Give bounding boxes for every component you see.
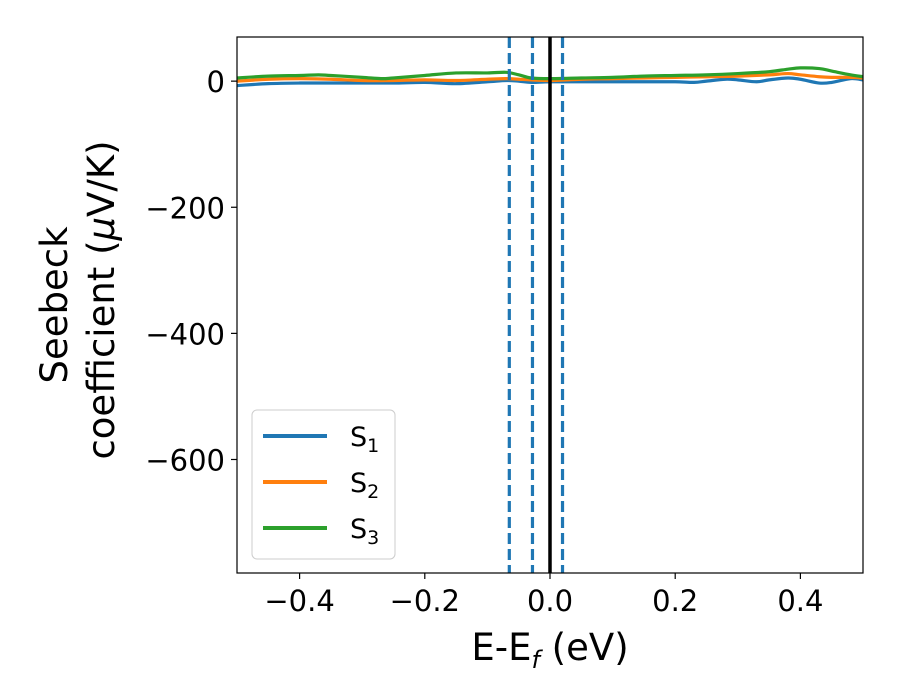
y-axis-label-text: coefficient ( [80,240,123,459]
x-axis-label-unit: (eV) [540,626,629,669]
y-tick-label: −200 [145,191,225,225]
legend: S1 S2 S3 [251,409,396,560]
series-line-s3 [237,66,863,81]
tick-labels: −0.4 −0.2 0.0 0.2 0.4 0 −200 −400 −600 [145,65,823,618]
y-axis-label-line1: Seebeck [33,226,76,384]
y-tick-label: −600 [145,443,225,477]
y-axis-label-line2: coefficient (μV/K) [80,140,123,459]
legend-box [251,409,396,560]
y-tick-label: 0 [207,65,225,99]
legend-label-s1: S1 [350,422,379,457]
x-axis-label-main: E-E [471,626,531,669]
plot-area [237,37,863,573]
x-tick-label: 0.2 [652,584,698,618]
tick-marks [231,80,802,579]
y-axis-label-unit: V/K) [80,140,123,216]
x-tick-label: −0.4 [264,584,334,618]
x-tick-label: 0.0 [527,584,573,618]
y-tick-label: −400 [145,317,225,351]
y-axis-label-mu: μ [80,217,123,242]
legend-label-s2: S2 [350,468,379,503]
x-tick-label: −0.2 [390,584,460,618]
x-tick-label: 0.4 [777,584,823,618]
legend-label-s3: S3 [350,514,379,549]
y-axis-label: Seebeck coefficient (μV/K) [33,140,123,459]
x-axis-label: E-Ef (eV) [471,626,628,674]
series-line-s1 [237,76,863,88]
